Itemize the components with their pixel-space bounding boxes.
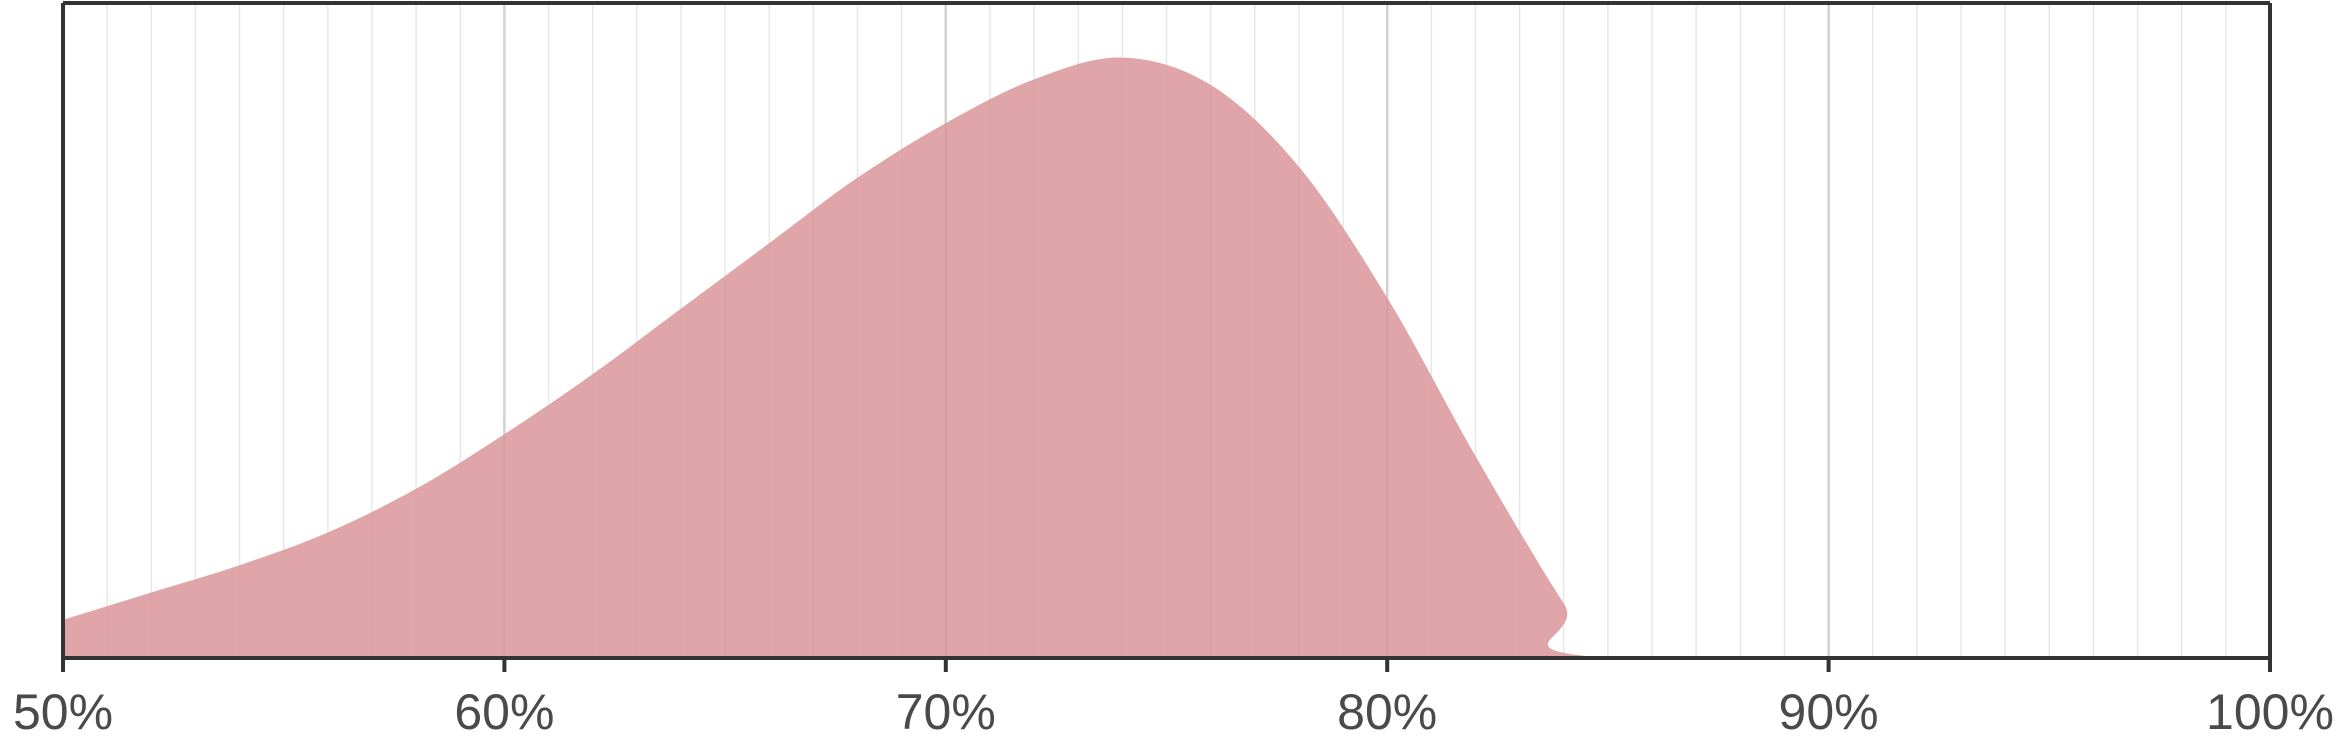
density-area: [63, 57, 2270, 659]
x-tick-label: 60%: [454, 684, 554, 736]
x-tick-label: 80%: [1337, 684, 1437, 736]
x-tick-label: 100%: [2206, 684, 2334, 736]
x-ticks: 50% 60% 70% 80% 90% 100%: [13, 658, 2334, 736]
x-tick-label: 90%: [1779, 684, 1879, 736]
x-tick-label: 50%: [13, 684, 113, 736]
x-tick-label: 70%: [896, 684, 996, 736]
area-layer: [63, 57, 2270, 659]
axes: [61, 1, 2272, 660]
